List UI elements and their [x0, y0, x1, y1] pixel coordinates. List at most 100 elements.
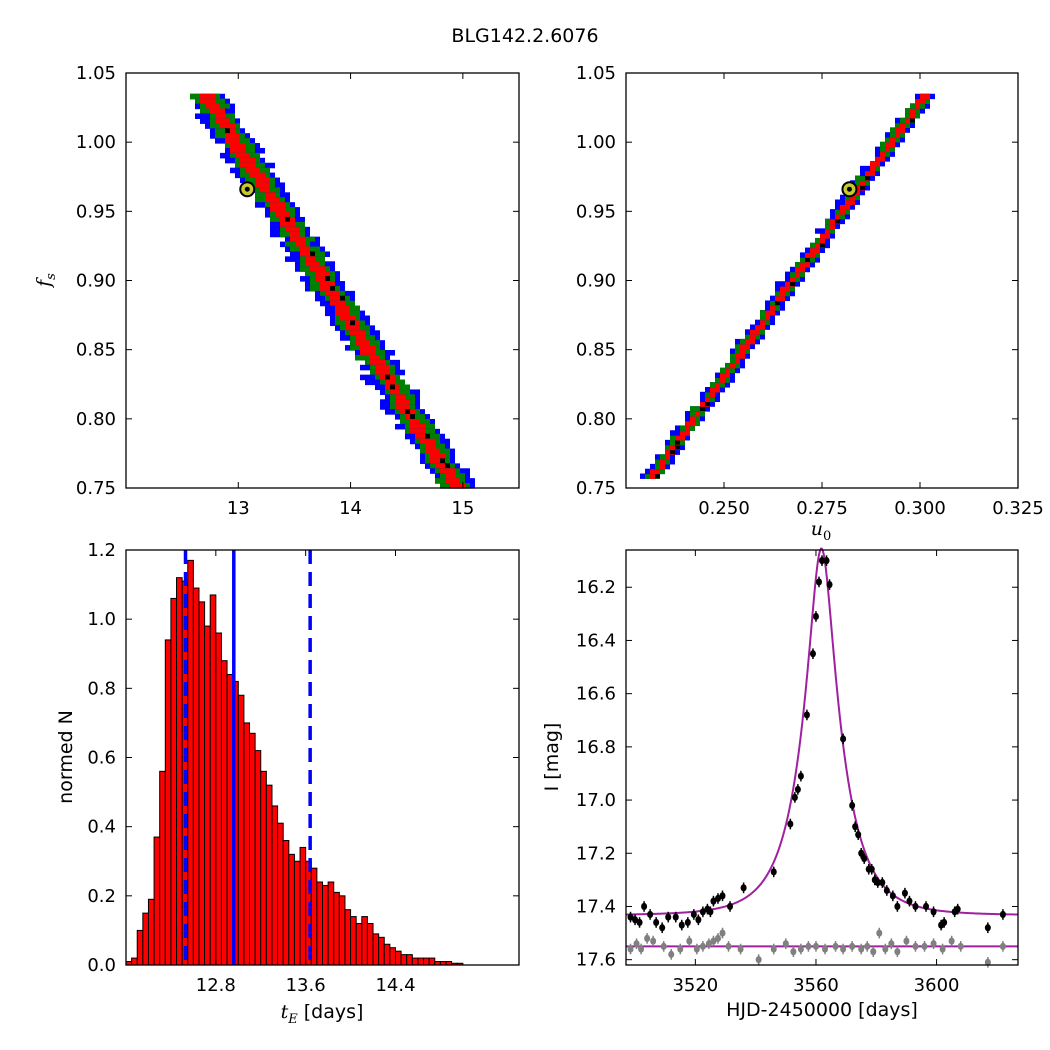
density-cell-black: [350, 320, 355, 326]
histogram-bar: [142, 912, 149, 966]
density-cell-red: [320, 281, 335, 287]
y-tick-label: 0.85: [76, 340, 116, 361]
density-cell-red: [255, 182, 270, 188]
density-cell-red: [445, 478, 460, 484]
density-cell-red: [690, 415, 695, 422]
density-cell-red: [415, 433, 430, 440]
histogram-bar: [260, 770, 267, 966]
residual-point: [627, 945, 634, 953]
density-cell-red: [775, 295, 785, 302]
histogram-bar: [220, 660, 228, 966]
density-cell-red: [660, 459, 665, 465]
residual-point: [832, 942, 839, 950]
histogram-bar: [428, 957, 436, 966]
histogram-bar: [147, 898, 155, 966]
data-point: [861, 854, 868, 863]
density-cell-red: [290, 236, 305, 243]
density-cell-red: [910, 112, 915, 119]
density-cell-red: [205, 103, 220, 110]
residual-point: [719, 929, 726, 937]
density-cell-red: [445, 473, 455, 479]
density-cell-red: [815, 242, 820, 249]
y-tick-label: 1.00: [76, 132, 116, 153]
data-point: [815, 578, 822, 586]
residual-point: [693, 945, 700, 953]
data-point: [868, 865, 875, 873]
density-cell-black: [325, 276, 330, 282]
histogram-bar: [226, 674, 234, 966]
data-point: [636, 918, 643, 927]
residual-point: [705, 940, 712, 948]
panel-fs-vs-u0-ticks: 0.250 0.275 0.300 0.325 0.75 0.80 0.85 0.90 0.95…: [576, 63, 1044, 519]
y-tick-label: 1.05: [576, 63, 616, 84]
residual-point: [912, 942, 919, 950]
residual-point: [686, 937, 693, 945]
density-cell-red: [340, 315, 355, 322]
density-cell-red: [360, 345, 375, 351]
panel-tE-histogram-plot-area: [125, 550, 464, 966]
figure-title: BLG142.2.6076: [451, 25, 598, 47]
residual-point: [737, 945, 744, 953]
x-tick-label: 13: [227, 498, 250, 519]
panel-tE-histogram-xlabel: tE [days]: [281, 1001, 364, 1027]
density-cell-red: [240, 162, 255, 169]
histogram-bar: [355, 923, 363, 966]
density-cell-red: [805, 252, 815, 258]
density-cell-red: [325, 290, 340, 297]
residual-point: [668, 950, 675, 958]
density-cell-red: [740, 348, 745, 354]
x-tick-label: 0.300: [894, 498, 946, 519]
density-cell-black: [310, 251, 315, 257]
density-cell-red: [245, 167, 260, 174]
density-cell-red: [840, 204, 850, 210]
density-cell-red: [795, 271, 800, 278]
density-cell-red: [650, 468, 660, 475]
histogram-bar: [271, 805, 279, 966]
residual-point: [805, 942, 812, 950]
density-cell-red: [720, 377, 725, 383]
density-cell-red: [800, 261, 810, 268]
residual-point: [770, 945, 777, 953]
x-tick-label: 0.250: [698, 498, 750, 519]
data-point: [672, 913, 679, 921]
xlabel-main: u: [811, 518, 823, 540]
panel-lightcurve-xlabel: HJD-2450000 [days]: [726, 999, 918, 1021]
density-cell-red: [305, 256, 315, 262]
histogram-bar: [131, 957, 138, 966]
density-cell-red: [330, 295, 340, 302]
residual-point: [725, 942, 732, 950]
density-cell-red: [905, 117, 910, 124]
density-cell-red: [430, 453, 445, 460]
y-tick-label: 0.75: [576, 478, 616, 499]
density-cell-red: [685, 420, 695, 427]
density-cell-black: [390, 384, 395, 390]
density-cell-red: [375, 369, 390, 376]
data-point: [647, 910, 654, 919]
data-point: [632, 916, 639, 924]
density-cell-red: [680, 430, 690, 436]
data-point: [678, 921, 685, 929]
density-cell-black: [860, 185, 865, 190]
residual-point: [849, 942, 856, 950]
residual-point: [870, 948, 877, 956]
density-cell-red: [760, 319, 765, 326]
density-cell-red: [425, 448, 440, 455]
x-tick-label: 13.6: [286, 975, 326, 996]
best-fit-marker-center: [846, 186, 852, 192]
density-cell-black: [805, 257, 810, 262]
density-cell-red: [720, 372, 730, 378]
density-cell-red: [370, 359, 385, 366]
x-tick-label: 0.325: [992, 498, 1044, 519]
density-cell-red: [275, 212, 290, 218]
density-cell-black: [675, 439, 680, 445]
y-tick-label: 0.8: [87, 678, 116, 699]
density-cell-black: [445, 463, 450, 469]
histogram-bar: [243, 722, 251, 966]
density-cell-red: [295, 241, 305, 248]
data-point: [883, 886, 890, 895]
residual-point: [864, 942, 871, 950]
density-cell-red: [695, 411, 700, 417]
histogram-bar: [249, 732, 256, 966]
y-tick-label: 16.4: [576, 630, 616, 651]
residual-point: [812, 942, 819, 950]
